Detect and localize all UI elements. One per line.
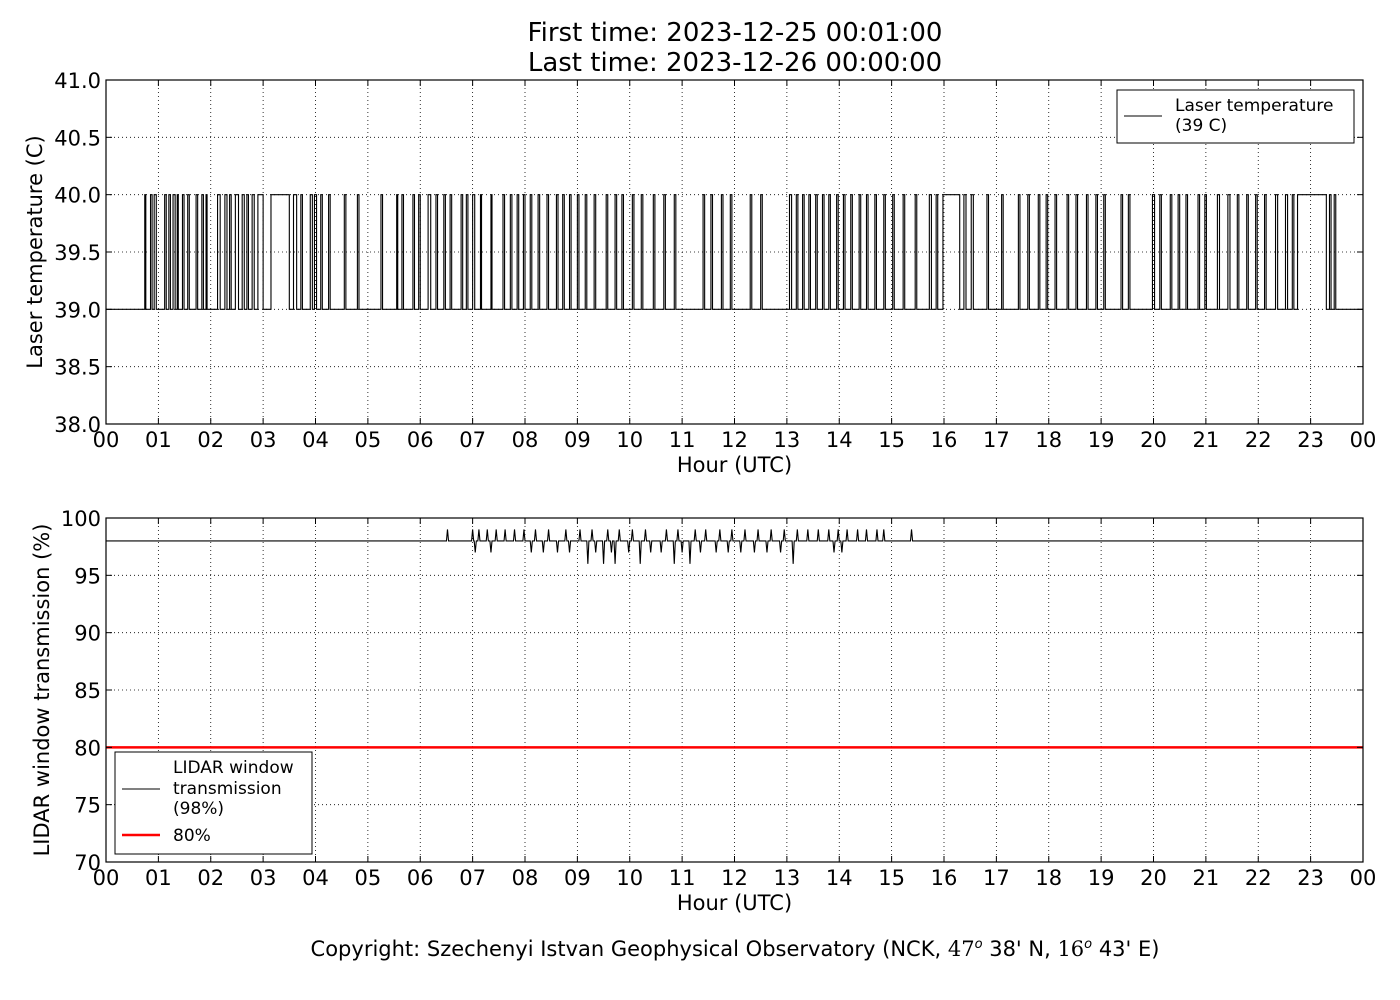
x-tick-label: 23 (1297, 866, 1324, 890)
x-tick-label: 14 (826, 866, 853, 890)
latitude-degree-mark: o (974, 937, 983, 952)
y-tick-label: 40.0 (54, 184, 101, 208)
x-tick-label: 13 (774, 866, 801, 890)
y-tick-label: 85 (74, 679, 101, 703)
x-tick-label: 15 (878, 866, 905, 890)
x-tick-label: 11 (669, 866, 696, 890)
longitude-minutes: 43' E) (1092, 937, 1160, 961)
x-tick-label: 02 (197, 428, 224, 452)
x-tick-label: 21 (1193, 428, 1220, 452)
legend-label: Laser temperature (1175, 96, 1333, 116)
legend-label: (98%) (173, 799, 224, 819)
y-tick-label: 38.5 (54, 356, 101, 380)
y-axis-label: LIDAR window transmission (%) (30, 524, 54, 857)
x-tick-label: 10 (616, 866, 643, 890)
x-tick-label: 09 (564, 866, 591, 890)
x-tick-label: 17 (983, 866, 1010, 890)
x-tick-label: 00 (93, 428, 120, 452)
x-tick-label: 19 (1088, 428, 1115, 452)
plot-panel-1: 00 01 02 03 04 05 06 07 08 09 10 11 12 13 14 15 16 17 18 19… (23, 69, 1376, 477)
legend-label: 80% (173, 826, 211, 846)
longitude-degrees: 16 (1057, 937, 1085, 961)
y-tick-label: 95 (74, 564, 101, 588)
x-tick-label: 00 (1350, 428, 1377, 452)
x-tick-label: 16 (931, 428, 958, 452)
y-tick-label: 70 (74, 851, 101, 875)
y-tick-label: 41.0 (54, 69, 101, 93)
legend-label: LIDAR window (173, 758, 294, 778)
copyright-text: Copyright: Szechenyi Istvan Geophysical … (310, 937, 948, 961)
x-axis-label: Hour (UTC) (677, 453, 792, 477)
x-tick-label: 07 (459, 428, 486, 452)
x-tick-label: 21 (1193, 866, 1220, 890)
x-tick-label: 12 (721, 428, 748, 452)
x-tick-label: 07 (459, 866, 486, 890)
y-tick-label: 39.0 (54, 298, 101, 322)
x-tick-label: 10 (616, 428, 643, 452)
legend: Laser temperature(39 C) (1116, 89, 1355, 144)
series-line-lidar-transmission (106, 529, 1363, 564)
x-tick-label: 14 (826, 428, 853, 452)
x-tick-label: 06 (407, 428, 434, 452)
x-tick-label: 23 (1297, 428, 1324, 452)
x-tick-label: 09 (564, 428, 591, 452)
y-tick-label: 100 (61, 507, 101, 531)
x-tick-label: 16 (931, 866, 958, 890)
x-tick-label: 19 (1088, 866, 1115, 890)
x-tick-label: 04 (302, 866, 329, 890)
legend-label: transmission (173, 779, 282, 799)
x-tick-label: 15 (878, 428, 905, 452)
legend-box (114, 751, 313, 855)
y-tick-label: 40.5 (54, 126, 101, 150)
legend-label: (39 C) (1175, 116, 1227, 136)
y-tick-label: 39.5 (54, 241, 101, 265)
x-tick-label: 20 (1140, 866, 1167, 890)
x-tick-label: 18 (1035, 428, 1062, 452)
x-tick-label: 22 (1245, 428, 1272, 452)
x-tick-label: 00 (93, 866, 120, 890)
x-tick-label: 01 (145, 866, 172, 890)
x-tick-label: 03 (250, 866, 277, 890)
x-tick-label: 18 (1035, 866, 1062, 890)
y-tick-label: 90 (74, 622, 101, 646)
x-tick-label: 00 (1350, 866, 1377, 890)
copyright-footer: Copyright: Szechenyi Istvan Geophysical … (0, 937, 1400, 961)
y-tick-label: 38.0 (54, 413, 101, 437)
x-tick-label: 05 (355, 428, 382, 452)
longitude-degree-mark: o (1084, 937, 1093, 952)
x-tick-label: 03 (250, 428, 277, 452)
x-tick-label: 04 (302, 428, 329, 452)
latitude-minutes: 38' N, (982, 937, 1058, 961)
x-tick-label: 05 (355, 866, 382, 890)
x-tick-label: 17 (983, 428, 1010, 452)
chart-title-last-time: Last time: 2023-12-26 00:00:00 (527, 48, 943, 78)
plot-panel-2: 00 01 02 03 04 05 06 07 08 09 10 11 12 13 14 15 16 17 18 19… (30, 507, 1376, 915)
latitude-degrees: 47 (947, 937, 975, 961)
series-line-laser-temperature (106, 194, 1363, 310)
x-axis-label: Hour (UTC) (677, 891, 792, 915)
y-tick-label: 80 (74, 736, 101, 760)
x-tick-label: 02 (197, 866, 224, 890)
x-tick-label: 13 (774, 428, 801, 452)
chart-title-first-time: First time: 2023-12-25 00:01:00 (527, 18, 943, 48)
x-tick-label: 12 (721, 866, 748, 890)
x-tick-label: 08 (512, 866, 539, 890)
x-tick-label: 06 (407, 866, 434, 890)
x-tick-label: 08 (512, 428, 539, 452)
y-axis-label: Laser temperature (C) (23, 135, 47, 368)
x-tick-label: 01 (145, 428, 172, 452)
x-tick-label: 22 (1245, 866, 1272, 890)
x-tick-label: 20 (1140, 428, 1167, 452)
y-tick-label: 75 (74, 794, 101, 818)
x-tick-label: 11 (669, 428, 696, 452)
